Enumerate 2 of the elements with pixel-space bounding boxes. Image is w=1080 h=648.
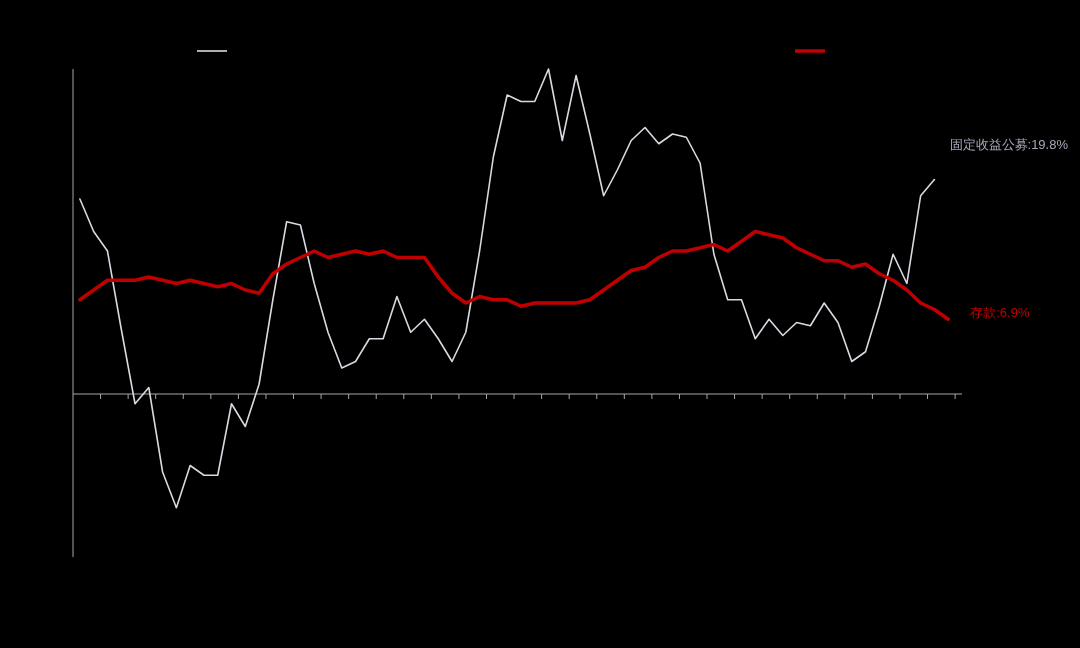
annotation: 固定收益公募:19.8% <box>949 136 1069 152</box>
text: 存款:6.9% <box>970 305 1030 321</box>
